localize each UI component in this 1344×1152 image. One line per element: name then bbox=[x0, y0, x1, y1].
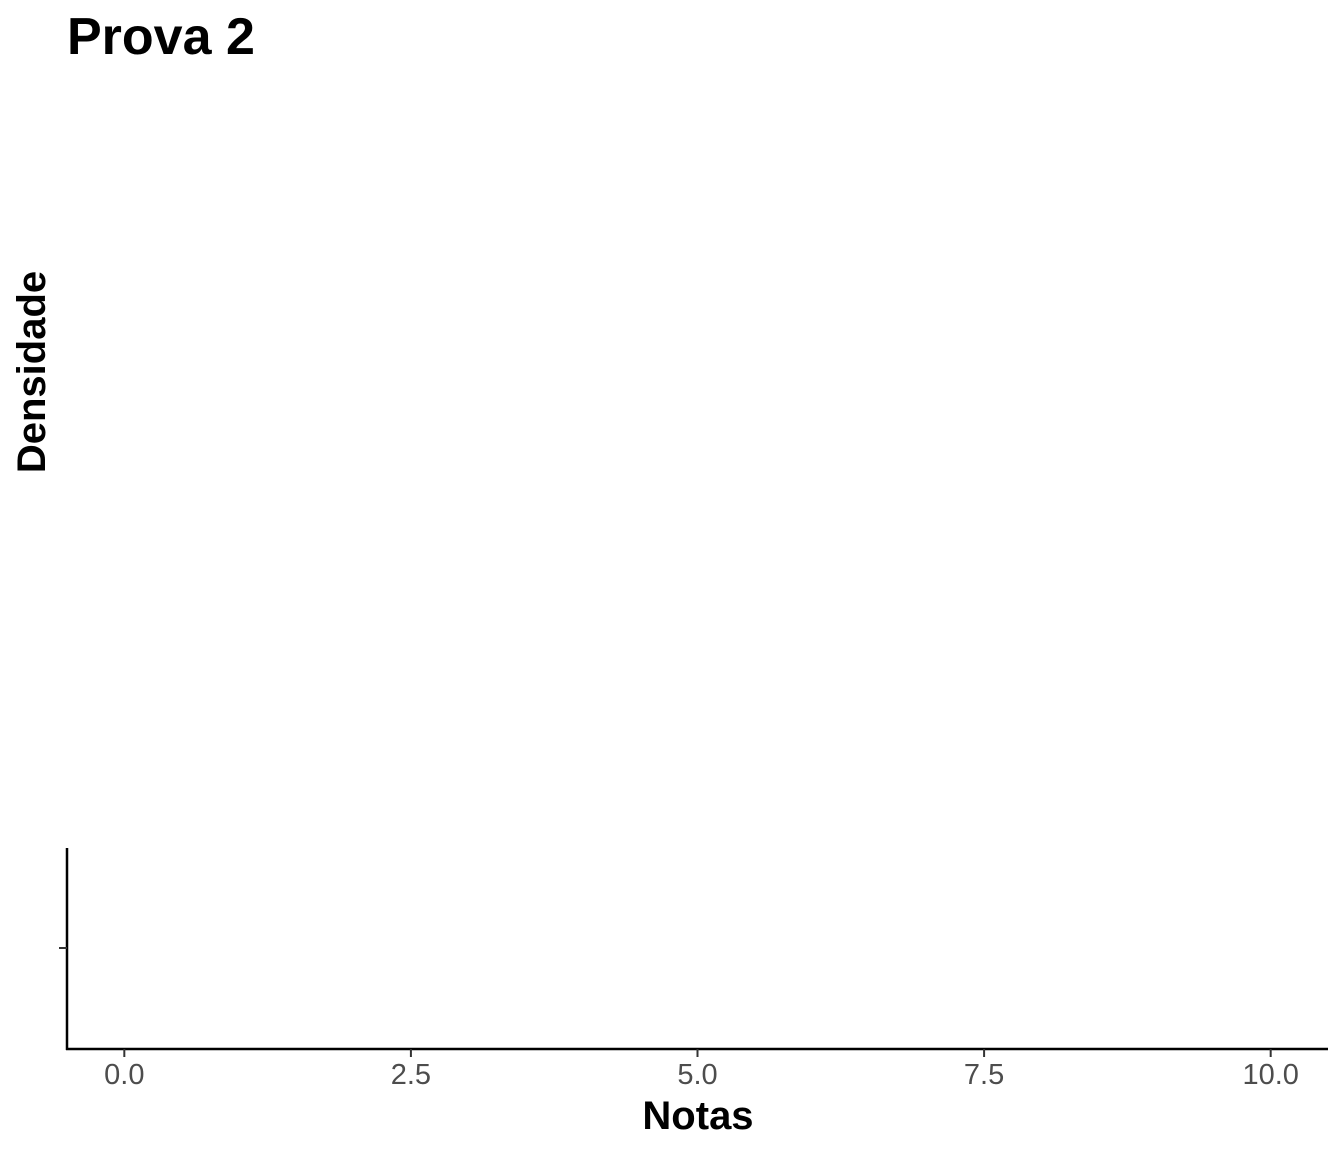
chart-title: Prova 2 bbox=[67, 8, 255, 66]
y-axis-title: Densidade bbox=[10, 271, 54, 473]
x-axis-ticks: 0.0 2.5 5.0 7.5 10.0 bbox=[104, 1049, 1299, 1091]
x-tick-label: 10.0 bbox=[1242, 1059, 1298, 1091]
x-tick-label: 0.0 bbox=[104, 1059, 144, 1091]
x-tick-label: 7.5 bbox=[964, 1059, 1004, 1091]
x-axis-title: Notas bbox=[642, 1094, 753, 1138]
x-tick-label: 5.0 bbox=[677, 1059, 717, 1091]
x-tick-label: 2.5 bbox=[391, 1059, 431, 1091]
